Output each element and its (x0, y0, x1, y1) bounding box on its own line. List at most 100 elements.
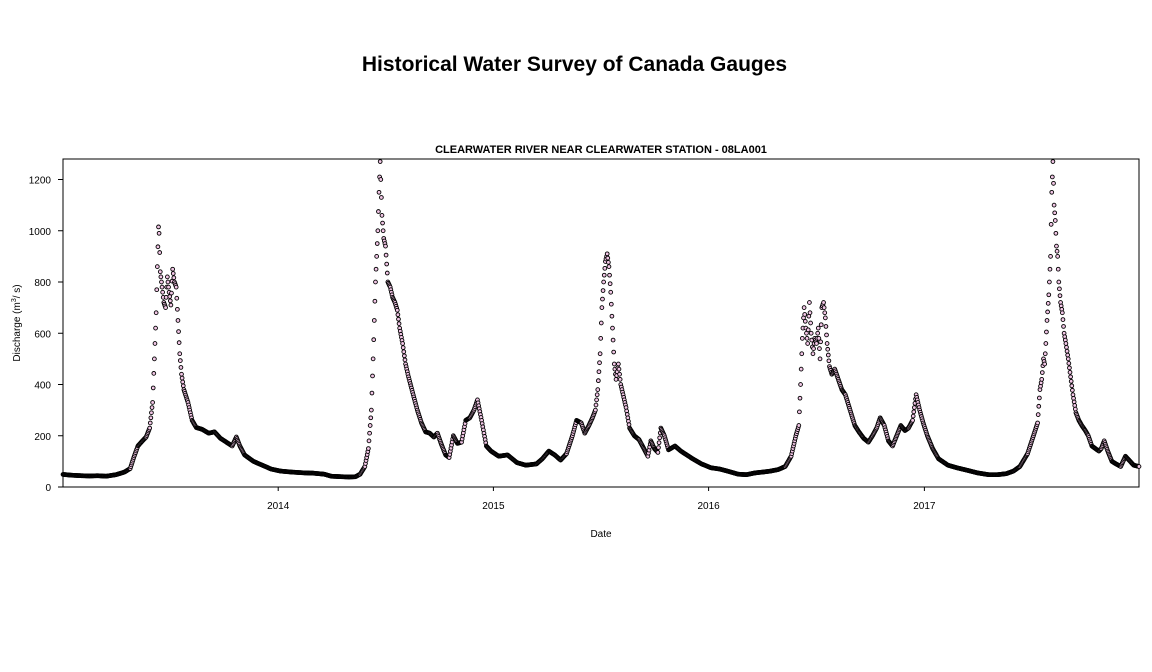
data-point (810, 351, 816, 357)
data-point (911, 409, 917, 415)
data-point (148, 415, 154, 421)
data-point (822, 310, 828, 316)
data-point (1047, 279, 1052, 285)
data-point (384, 270, 390, 276)
data-point (384, 261, 390, 267)
data-point (167, 298, 173, 304)
data-point (1043, 341, 1049, 346)
data-point (610, 337, 616, 343)
data-point (817, 356, 823, 362)
data-point (154, 287, 160, 293)
y-tick-label: 400 (34, 381, 51, 392)
data-point (383, 243, 388, 249)
data-point (156, 224, 161, 230)
data-point (817, 346, 822, 351)
data-point (797, 395, 803, 401)
data-point (159, 284, 165, 290)
y-tick-label: 600 (34, 329, 51, 340)
data-point (373, 279, 378, 285)
data-point (616, 361, 621, 367)
data-point (395, 312, 401, 318)
data-point (149, 405, 155, 410)
data-point (400, 341, 405, 346)
x-axis-label: Date (590, 529, 612, 540)
data-point (805, 327, 811, 333)
data-point (1045, 301, 1051, 306)
data-point (797, 409, 802, 415)
data-point (826, 358, 832, 364)
data-point (379, 195, 384, 200)
data-point (606, 264, 612, 269)
data-point (1046, 292, 1052, 298)
data-point (1049, 174, 1055, 180)
data-point (383, 252, 389, 258)
data-point (611, 361, 617, 367)
data-point (175, 306, 180, 312)
data-point (1067, 369, 1073, 375)
data-point (374, 241, 380, 246)
page-title: Historical Water Survey of Canada Gauges (361, 53, 788, 76)
data-point (150, 400, 155, 405)
data-point (372, 298, 378, 304)
y-tick-label: 1000 (29, 227, 52, 238)
data-point (801, 305, 807, 310)
data-point (807, 300, 812, 305)
data-point (166, 284, 171, 290)
y-tick-label: 0 (45, 483, 51, 494)
data-point (1064, 348, 1070, 354)
data-point (617, 371, 622, 377)
data-point (371, 318, 377, 323)
data-point (607, 281, 613, 287)
data-point (1048, 254, 1053, 259)
data-point (598, 336, 604, 341)
data-point (595, 378, 601, 384)
data-point (179, 375, 185, 381)
data-point (1039, 377, 1045, 382)
data-point (170, 266, 176, 272)
data-point (1052, 210, 1058, 216)
data-point (600, 288, 606, 293)
data-point (368, 415, 374, 421)
data-point (617, 377, 623, 382)
data-point (611, 349, 617, 355)
data-point (371, 337, 377, 343)
data-point (616, 366, 622, 372)
data-point (394, 307, 400, 313)
data-point (601, 272, 607, 278)
data-point (1047, 266, 1053, 272)
data-point (593, 407, 598, 413)
data-point (171, 275, 177, 281)
data-point (176, 329, 181, 334)
data-point (825, 352, 831, 358)
data-point (1061, 324, 1066, 329)
data-point (802, 318, 808, 324)
data-point (1070, 387, 1075, 393)
y-axis: 0 200 400 600 800 1000 1200 (29, 176, 63, 494)
data-point (155, 244, 161, 250)
data-point (176, 340, 182, 345)
data-point (824, 332, 829, 338)
data-point (1042, 361, 1048, 367)
data-point (608, 301, 614, 307)
data-point (396, 316, 401, 322)
data-point (370, 356, 376, 362)
data-point (160, 289, 165, 295)
data-point (595, 387, 601, 392)
data-point (599, 305, 605, 310)
data-point (821, 305, 827, 310)
data-point (1044, 329, 1049, 335)
data-point (1066, 361, 1072, 366)
data-point (159, 279, 164, 285)
data-point (401, 349, 407, 355)
data-point (1136, 464, 1142, 469)
data-point (601, 279, 606, 285)
data-point (814, 341, 819, 346)
data-point (367, 423, 373, 428)
data-point (366, 446, 371, 451)
data-point (1068, 378, 1074, 384)
data-point (377, 159, 383, 164)
data-point (610, 325, 615, 331)
data-point (825, 346, 831, 352)
data-point (1060, 317, 1066, 322)
